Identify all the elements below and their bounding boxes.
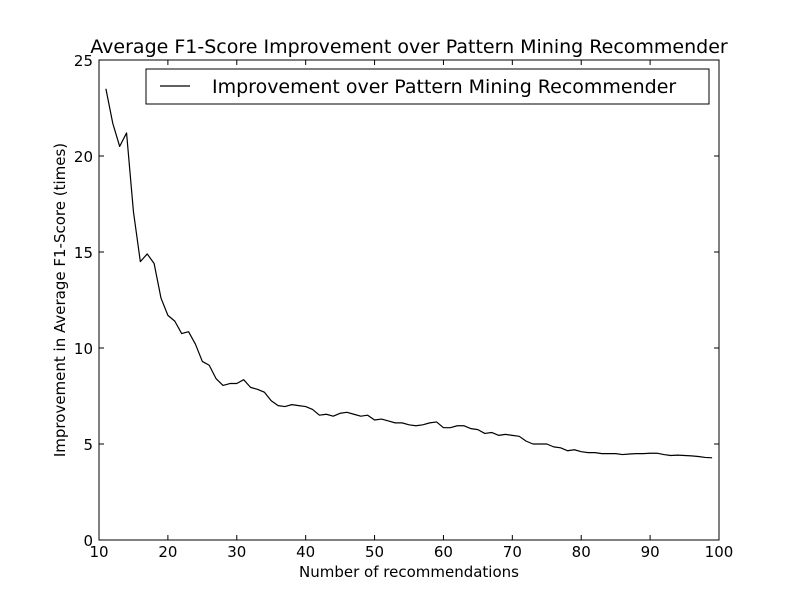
y-tick-label: 10	[74, 340, 93, 358]
y-tick-label: 0	[83, 532, 93, 550]
x-tick-label: 80	[572, 543, 591, 561]
x-tick-label: 100	[705, 543, 734, 561]
y-tick-label: 25	[74, 52, 93, 70]
x-tick-label: 50	[365, 543, 384, 561]
series-line	[105, 88, 713, 459]
ticks-layer: 10 20 30 40 50 60 70 80 90 100 0 5 10 15 20 25	[74, 52, 733, 561]
y-tick-label: 20	[74, 148, 93, 166]
x-tick-label: 90	[641, 543, 660, 561]
legend-frame	[145, 68, 710, 105]
x-axis-label: Number of recommendations	[299, 563, 519, 581]
y-tick-label: 5	[83, 436, 93, 454]
x-tick-label: 30	[227, 543, 246, 561]
x-tick-label: 60	[434, 543, 453, 561]
x-tick-label: 40	[296, 543, 315, 561]
series-layer	[105, 88, 713, 459]
x-tick-label: 20	[158, 543, 177, 561]
x-tick-label: 10	[89, 543, 108, 561]
legend: Improvement over Pattern Mining Recommen…	[145, 68, 710, 105]
chart-title: Average F1-Score Improvement over Patter…	[90, 36, 728, 58]
plot-frame	[98, 59, 720, 541]
y-tick-label: 15	[74, 244, 93, 262]
y-axis-label: Improvement in Average F1-Score (times)	[51, 143, 69, 457]
legend-label: Improvement over Pattern Mining Recommen…	[212, 76, 676, 98]
x-tick-label: 70	[503, 543, 522, 561]
